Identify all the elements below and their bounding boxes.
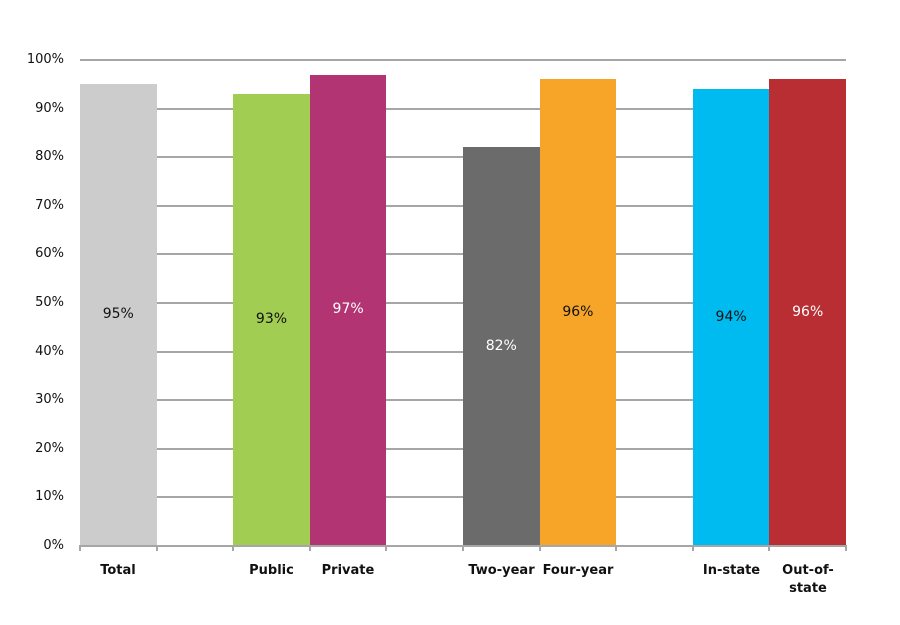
bar-in-state: 94% (692, 89, 770, 546)
data-label: 97% (332, 301, 364, 318)
y-tick-label: 10% (35, 489, 64, 505)
y-tick-label: 30% (35, 392, 64, 408)
y-tick-label: 50% (35, 295, 64, 310)
x-tick (691, 545, 694, 551)
y-tick-label: 80% (35, 149, 64, 165)
x-label-public: Public (249, 563, 294, 578)
x-tick (79, 545, 81, 551)
data-label: 82% (485, 337, 517, 354)
x-label-private: Private (321, 563, 375, 578)
bar-out-of-state: 96% (769, 79, 846, 546)
y-tick-label: 90% (35, 100, 64, 116)
x-tick (845, 545, 847, 551)
bar-two-year: 82% (463, 147, 540, 546)
y-tick-label: 40% (35, 343, 64, 359)
x-tick (155, 545, 158, 551)
data-label: 96% (792, 303, 824, 320)
x-tick (538, 545, 541, 551)
x-label-two-year: Two-year (468, 563, 535, 578)
bar-public: 93% (233, 94, 310, 546)
y-tick-label: 60% (35, 246, 64, 262)
bar-total: 95% (80, 84, 157, 546)
y-tick-label: 20% (35, 440, 64, 456)
data-label: 96% (562, 303, 594, 320)
x-tick (308, 545, 311, 551)
x-tick (385, 545, 388, 551)
x-tick (615, 545, 618, 551)
x-label-out-of-state: Out-of- state (770, 562, 846, 598)
gridline (80, 59, 846, 61)
x-label-total: Total (100, 563, 136, 578)
x-label-out-of-state-line2: state (789, 581, 827, 596)
x-label-in-state: In-state (702, 563, 761, 578)
x-tick (462, 545, 464, 551)
x-tick (232, 545, 235, 551)
y-tick-label: 70% (35, 197, 64, 213)
data-label: 93% (255, 311, 288, 327)
y-tick-label: 100% (26, 52, 64, 67)
x-tick (768, 545, 771, 551)
data-label: 94% (715, 308, 747, 325)
gridline (80, 107, 846, 110)
bar-four-year: 96% (539, 79, 617, 546)
y-tick-label: 0% (43, 538, 64, 553)
x-label-out-of-state-line1: Out-of- (782, 563, 834, 578)
bar-private: 97% (309, 74, 387, 546)
x-label-four-year: Four-year (542, 563, 614, 578)
data-label: 95% (102, 306, 134, 323)
